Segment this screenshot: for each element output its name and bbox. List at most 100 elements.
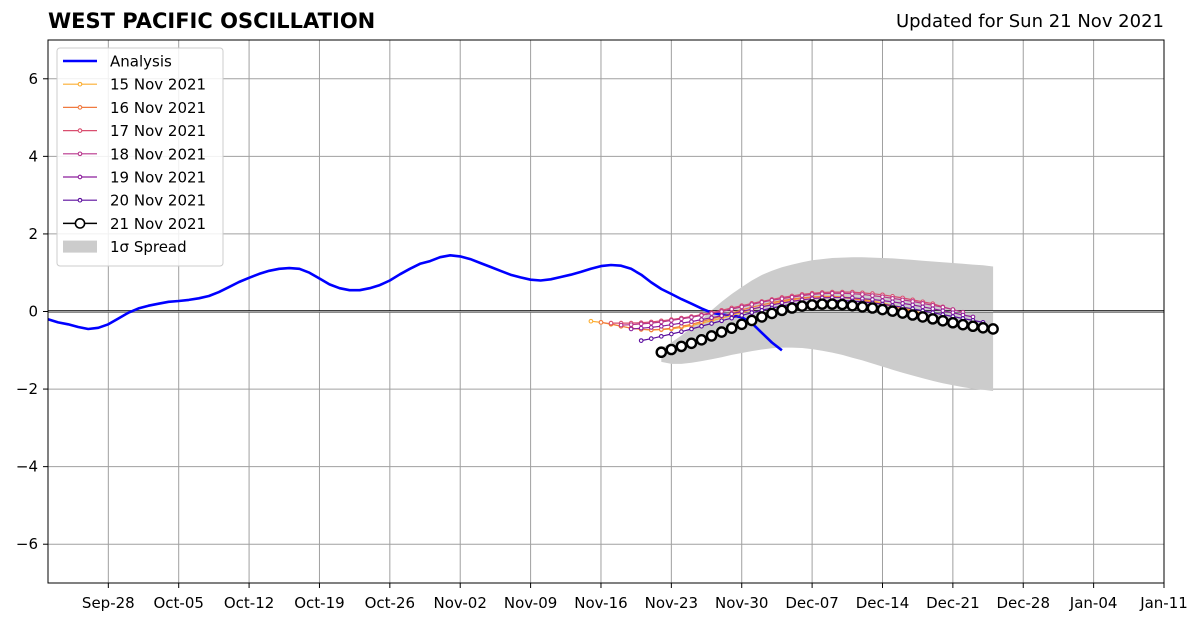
forecast-point: [786, 302, 798, 314]
forecast-point: [937, 315, 949, 327]
forecast-point: [745, 314, 758, 327]
forecast-point: [608, 320, 614, 326]
x-tick-label: Oct-26: [365, 594, 415, 612]
legend-swatch-marker: [77, 197, 83, 203]
x-tick-label: Oct-19: [294, 594, 344, 612]
legend-swatch-marker: [77, 81, 83, 87]
forecast-point: [739, 313, 745, 318]
forecast-point: [729, 311, 735, 317]
forecast-point: [796, 300, 808, 312]
forecast-point: [906, 309, 919, 321]
analysis-line: [48, 254, 783, 352]
forecast-point: [719, 318, 724, 324]
x-tick-label: Dec-14: [856, 594, 910, 612]
forecast-point: [930, 306, 936, 312]
forecast-point: [689, 326, 694, 332]
forecast-point: [715, 326, 728, 338]
forecast-point: [725, 322, 738, 334]
x-tick-label: Dec-21: [926, 594, 980, 612]
forecast-point: [826, 298, 839, 310]
x-tick-label: Dec-07: [785, 594, 839, 612]
x-tick-label: Dec-28: [996, 594, 1050, 612]
legend-box: [56, 47, 224, 267]
forecast-point: [638, 321, 644, 327]
forecast-point: [679, 329, 684, 335]
forecast-point: [886, 305, 899, 317]
legend-label: 15 Nov 2021: [110, 76, 206, 94]
forecast-point: [756, 311, 768, 323]
x-tick-label: Jan-04: [1069, 594, 1118, 612]
forecast-point: [839, 290, 845, 296]
forecast-point: [776, 304, 788, 317]
forecast-point: [628, 322, 634, 328]
forecast-point: [679, 320, 684, 326]
forecast-point: [628, 326, 634, 332]
legend-label: 16 Nov 2021: [110, 99, 206, 117]
x-tick-label: Jan-11: [1139, 594, 1188, 612]
x-tick-label: Nov-23: [645, 594, 698, 612]
forecast-point: [957, 318, 969, 331]
legend-label: 17 Nov 2021: [110, 122, 206, 140]
y-tick-label: −2: [16, 380, 38, 398]
forecast-point: [695, 334, 708, 346]
forecast-point: [789, 294, 795, 300]
forecast-point: [860, 292, 865, 297]
forecast-point: [699, 313, 704, 318]
forecast-point: [699, 323, 704, 329]
forecast-point: [685, 337, 698, 350]
forecast-point: [866, 302, 879, 314]
forecast-point: [759, 299, 765, 305]
legend-swatch-spread: [63, 240, 97, 253]
legend-label: 19 Nov 2021: [110, 169, 206, 187]
forecast-point: [819, 291, 825, 297]
forecast-point: [675, 340, 688, 353]
forecast-point: [618, 322, 624, 328]
x-tick-label: Oct-12: [224, 594, 274, 612]
legend-label: Analysis: [110, 53, 172, 71]
forecast-point: [699, 317, 704, 322]
forecast-point: [648, 320, 654, 326]
forecast-point: [719, 313, 724, 319]
forecast-point: [658, 333, 664, 339]
forecast-point: [719, 309, 724, 314]
forecast-point: [779, 296, 785, 302]
forecast-point: [910, 302, 915, 308]
forecast-point: [749, 310, 755, 316]
forecast-point: [849, 291, 855, 297]
forecast-point: [890, 299, 895, 305]
forecast-point: [940, 308, 946, 314]
forecast-point: [655, 346, 668, 359]
legend-swatch-marker: [77, 151, 83, 157]
forecast-point: [669, 322, 674, 328]
forecast-point: [679, 316, 684, 322]
legend-swatch-marker: [77, 105, 83, 110]
forecast-point: [766, 307, 778, 320]
x-tick-label: Nov-30: [715, 594, 768, 612]
y-tick-label: −4: [16, 458, 38, 476]
chart-title: WEST PACIFIC OSCILLATION: [48, 9, 376, 33]
spread-band: [661, 257, 994, 391]
updated-date: Updated for Sun 21 Nov 2021: [895, 11, 1164, 32]
forecast-point: [729, 306, 735, 312]
legend-label: 18 Nov 2021: [110, 145, 206, 163]
legend-label: 20 Nov 2021: [110, 192, 206, 210]
x-tick-label: Nov-02: [434, 594, 487, 612]
forecast-point: [648, 336, 654, 342]
forecast-point: [665, 343, 678, 356]
legend-swatch-marker: [77, 174, 83, 180]
forecast-point: [920, 304, 926, 310]
forecast-point: [689, 319, 694, 324]
legend-swatch-marker: [77, 128, 83, 133]
forecast-point: [896, 307, 909, 319]
forecast-point: [709, 321, 714, 326]
forecast-point: [638, 338, 644, 343]
forecast-point: [926, 313, 939, 325]
forecast-point: [729, 315, 735, 321]
forecast-point: [689, 314, 694, 320]
forecast-point: [669, 318, 674, 323]
forecast-point: [987, 323, 999, 335]
forecast-point: [705, 330, 718, 342]
y-tick-label: −6: [16, 535, 38, 553]
forecast-point: [916, 311, 929, 323]
y-tick-label: 4: [28, 147, 38, 165]
